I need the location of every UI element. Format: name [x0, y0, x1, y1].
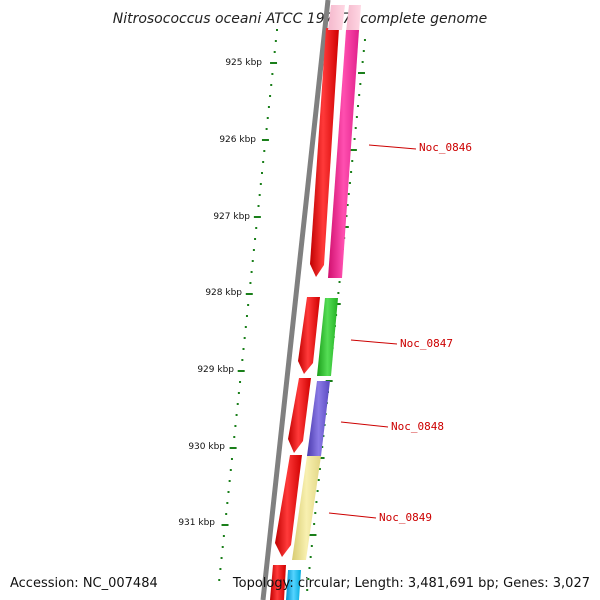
gene-labels: Noc_0846 Noc_0847 Noc_0848 Noc_0849 — [328, 141, 472, 524]
tick-label-930: 930 kbp — [188, 442, 225, 452]
tick-label-928: 928 kbp — [205, 288, 242, 298]
leader-line-noc-0847 — [350, 339, 398, 345]
tick-label-926: 926 kbp — [219, 135, 256, 145]
gene-label-noc-0848[interactable]: Noc_0848 — [391, 420, 444, 433]
gene-features — [286, 30, 359, 600]
tick-labels: 925 kbp 926 kbp 927 kbp 928 kbp 929 kbp … — [178, 58, 262, 528]
feature-pale-top-1 — [328, 5, 345, 30]
map-title: Nitrosococcus oceani ATCC 19707, complet… — [113, 11, 488, 27]
leader-line-noc-0846 — [368, 144, 417, 150]
feature-pale-top-2 — [346, 5, 361, 32]
tick-label-925: 925 kbp — [225, 58, 262, 68]
forward-strand-features — [270, 28, 339, 600]
gene-label-noc-0846[interactable]: Noc_0846 — [419, 141, 472, 154]
tick-label-929: 929 kbp — [197, 365, 234, 375]
feature-red-1[interactable] — [310, 28, 339, 277]
feature-red-4[interactable] — [275, 455, 302, 557]
gene-label-noc-0847[interactable]: Noc_0847 — [400, 337, 453, 350]
leader-line-noc-0848 — [340, 421, 389, 428]
feature-red-5[interactable] — [270, 565, 286, 600]
feature-red-2[interactable] — [298, 297, 320, 374]
gene-noc-0848[interactable] — [307, 381, 330, 456]
gene-noc-0846[interactable] — [328, 30, 359, 278]
gene-noc-0849[interactable] — [292, 456, 321, 560]
tick-label-931: 931 kbp — [178, 518, 215, 528]
feature-red-3[interactable] — [288, 378, 311, 453]
genome-summary-text: Topology: circular; Length: 3,481,691 bp… — [232, 576, 590, 591]
genome-backbone — [260, 0, 331, 600]
accession-text: Accession: NC_007484 — [10, 576, 158, 591]
leader-line-noc-0849 — [328, 512, 377, 519]
tick-label-927: 927 kbp — [213, 212, 250, 222]
gene-next-feature[interactable] — [286, 570, 301, 600]
gene-label-noc-0849[interactable]: Noc_0849 — [379, 511, 432, 524]
gene-noc-0847[interactable] — [317, 298, 338, 376]
